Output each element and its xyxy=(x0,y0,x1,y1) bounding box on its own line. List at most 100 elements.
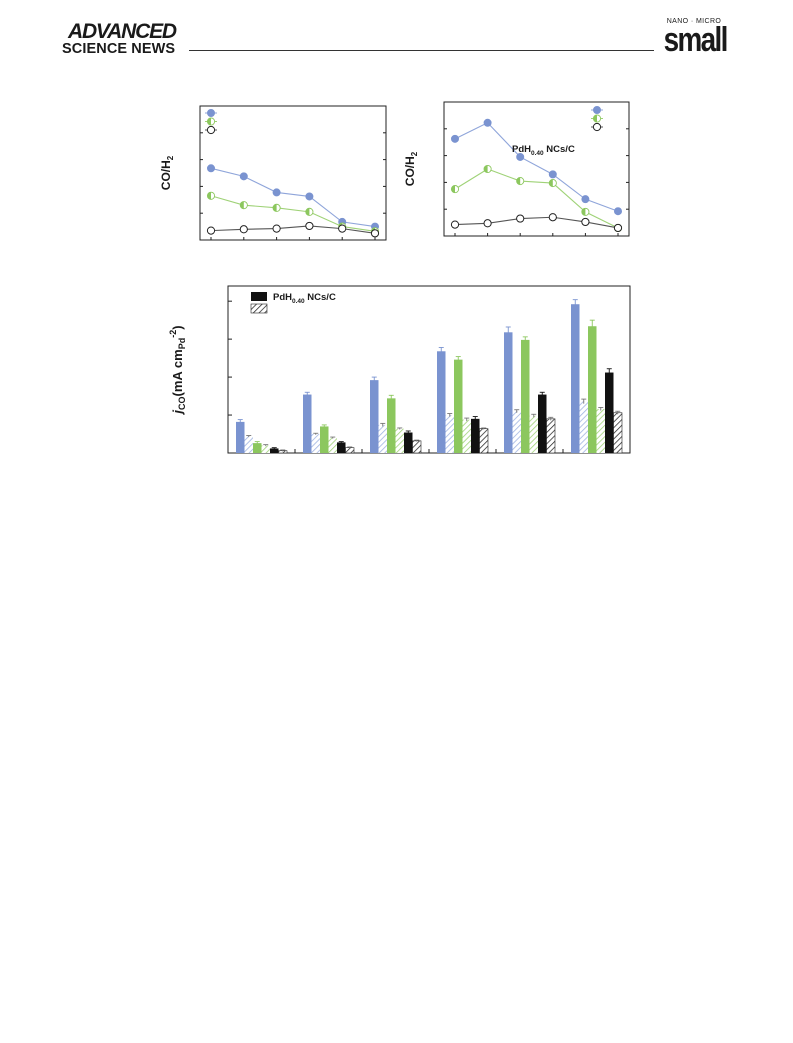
panel-c-bar-pd-7nm-1 xyxy=(311,434,320,453)
panel-c-bar-pd-7nm-2 xyxy=(378,424,387,453)
panel-c-yaxis-label: jCO(mA cmPd-2) xyxy=(168,325,187,415)
panel-c-yaxis-label-sup: -2 xyxy=(168,330,178,338)
panel-b-legend-marker-1 xyxy=(592,114,602,123)
panel-b-point-7nm-0 xyxy=(450,134,459,143)
panel-b-point-13nm-0-half xyxy=(451,185,455,193)
panel-b-point-13nm-1 xyxy=(483,164,492,174)
panel-b-point-13nm-2-half xyxy=(516,177,521,185)
panel-c-bar-pd-19nm-4 xyxy=(546,418,556,454)
panel-b-yaxis-label-sub: 2 xyxy=(410,151,419,156)
panel-b-point-13nm-0 xyxy=(450,185,460,194)
panel-b-plot-frame xyxy=(443,101,630,237)
panel-b-yaxis-label: CO/H2 xyxy=(403,151,419,186)
panel-a-point-13nm-0 xyxy=(206,191,216,200)
panel-a-legend-marker-1-half xyxy=(207,117,211,126)
panel-c-bar-pdh-19nm-5 xyxy=(605,372,614,453)
panel-a-point-7nm-1 xyxy=(239,172,248,181)
panel-a-point-7nm-3 xyxy=(305,192,314,201)
panel-b-point-13nm-4 xyxy=(581,207,590,216)
panel-b-series-line-19nm xyxy=(454,216,619,229)
publisher-logo-bottom: SCIENCE NEWS xyxy=(62,41,176,57)
panel-c-legend-solid-sub: 0.40 xyxy=(292,298,305,305)
panel-c-yaxis-label-mid: (mA cm xyxy=(170,349,185,396)
panel-c-yaxis-label-sub: CO xyxy=(177,396,187,410)
panel-b-legend-marker-2 xyxy=(592,122,602,132)
panel-b-annotation-sub: 0.40 xyxy=(531,150,544,157)
panel-b-point-13nm-2 xyxy=(516,177,525,186)
panel-a-legend-marker-0 xyxy=(206,109,215,118)
panel-a-point-19nm-2 xyxy=(272,224,281,233)
panel-a-series-line-13nm xyxy=(210,195,376,232)
panel-a-point-13nm-3-half xyxy=(305,208,310,216)
chart-panel-a: CO/H2 xyxy=(159,105,387,241)
panel-c-bar-pdh-13nm-1 xyxy=(320,426,329,453)
panel-c-bar-pd-13nm-2 xyxy=(395,428,404,453)
panel-c-yaxis-label-end: ) xyxy=(170,325,185,329)
panel-a-point-13nm-0-half xyxy=(207,192,211,200)
panel-c-bar-pdh-7nm-4 xyxy=(504,332,513,453)
panel-a-yaxis-label-main: CO/H xyxy=(159,160,173,190)
panel-c-legend-solid-tail: NCs/C xyxy=(305,292,336,303)
panel-c-bar-pd-19nm-5 xyxy=(613,412,623,454)
panel-c-legend-solid-swatch xyxy=(251,292,267,301)
panel-b-point-7nm-2 xyxy=(516,152,525,161)
journal-logo: NANO · MICRO small xyxy=(657,18,731,59)
panel-b-point-13nm-3-half xyxy=(549,179,553,187)
panel-a-point-19nm-1 xyxy=(239,225,248,234)
panel-c-bar-pdh-19nm-2 xyxy=(404,432,413,453)
panel-b-point-13nm-4-half xyxy=(581,208,586,216)
panel-b-annotation-tail: NCs/C xyxy=(544,144,575,155)
panel-b-point-19nm-1 xyxy=(483,219,492,228)
panel-c-bar-pdh-13nm-0 xyxy=(253,443,262,453)
panel-c-bar-pd-13nm-5 xyxy=(596,408,605,453)
journal-logo-bottom: small xyxy=(663,21,729,59)
panel-b-yaxis-label-main: CO/H xyxy=(403,156,417,186)
panel-c-bar-pd-13nm-0 xyxy=(261,445,270,453)
panel-a-legend-marker-2 xyxy=(206,125,216,135)
panel-b-point-19nm-4 xyxy=(581,217,590,227)
panel-c-bar-pdh-19nm-1 xyxy=(337,442,346,453)
panel-b-series-line-13nm xyxy=(454,168,619,229)
panel-c-bar-pdh-7nm-0 xyxy=(236,421,245,453)
panel-b-point-19nm-5 xyxy=(613,223,623,233)
panel-b-point-7nm-4 xyxy=(581,195,590,204)
panel-b-annotation: PdH0.40 NCs/C xyxy=(512,144,575,157)
panel-c-bar-pdh-7nm-2 xyxy=(370,380,379,453)
panel-b-point-7nm-5 xyxy=(614,207,623,216)
panel-c-bar-pd-13nm-1 xyxy=(328,437,337,453)
panel-b-legend-marker-0 xyxy=(593,106,602,115)
panel-b-series-line-7nm xyxy=(454,122,619,212)
panel-a-point-19nm-4 xyxy=(338,224,347,233)
panel-c-bar-pdh-13nm-2 xyxy=(387,398,396,453)
panel-c-bar-pd-13nm-3 xyxy=(462,419,471,453)
panel-b-point-13nm-1-half xyxy=(483,165,488,173)
panel-a-legend-marker-1 xyxy=(206,117,216,126)
panel-c-bar-pd-7nm-4 xyxy=(512,411,521,453)
chart-panel-b: CO/H2 PdH0.40 NCs/C xyxy=(403,101,630,237)
chart-panel-c: jCO(mA cmPd-2) PdH0.40 NCs/C xyxy=(168,285,631,454)
panel-a-point-19nm-3 xyxy=(305,221,314,231)
panel-b-point-7nm-1 xyxy=(483,118,492,127)
panel-a-plot-frame xyxy=(199,105,387,241)
panel-a-point-19nm-0 xyxy=(206,226,216,235)
panel-a-point-7nm-2 xyxy=(272,188,281,197)
panel-a-series-line-7nm xyxy=(210,167,376,228)
journal-logo-top: NANO · MICRO xyxy=(666,18,722,25)
panel-c-yaxis-label-j: j xyxy=(170,410,185,416)
panel-a-point-13nm-2 xyxy=(272,203,281,212)
panel-b-point-7nm-3 xyxy=(548,170,557,179)
panel-c-bar-pd-7nm-5 xyxy=(579,401,588,453)
panel-b-point-19nm-0 xyxy=(450,220,460,229)
panel-c-bar-pdh-13nm-5 xyxy=(588,326,597,453)
publisher-logo: ADVANCED SCIENCE NEWS xyxy=(62,21,177,57)
panel-c-plot-frame xyxy=(227,285,631,454)
panel-c-bar-pdh-19nm-3 xyxy=(471,418,480,453)
panel-a-point-13nm-1-half xyxy=(240,201,244,209)
panel-c-legend-solid-main: PdH xyxy=(273,292,292,303)
panel-c-bar-pd-19nm-3 xyxy=(479,428,489,454)
panel-c-legend-hatch-swatch xyxy=(250,303,268,314)
panel-c-bar-pdh-7nm-5 xyxy=(571,304,580,453)
panel-c-yaxis-label-sub2: Pd xyxy=(177,338,187,350)
panel-b-legend-marker-1-half xyxy=(593,114,597,123)
